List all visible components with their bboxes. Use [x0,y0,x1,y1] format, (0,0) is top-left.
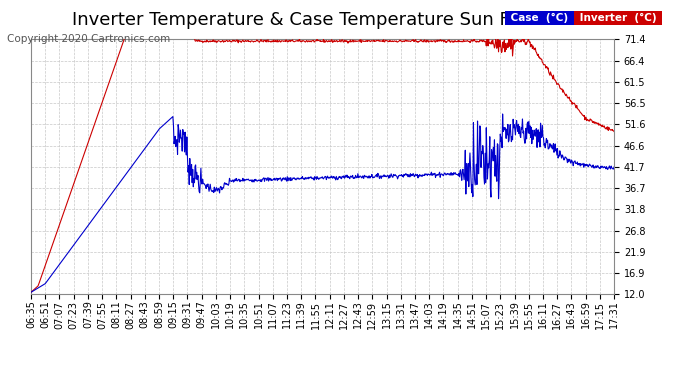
Text: Inverter  (°C): Inverter (°C) [576,13,660,23]
Text: Inverter Temperature & Case Temperature Sun Feb 23 17:36: Inverter Temperature & Case Temperature … [72,11,618,29]
Text: Copyright 2020 Cartronics.com: Copyright 2020 Cartronics.com [7,34,170,44]
Text: Case  (°C): Case (°C) [507,13,572,23]
